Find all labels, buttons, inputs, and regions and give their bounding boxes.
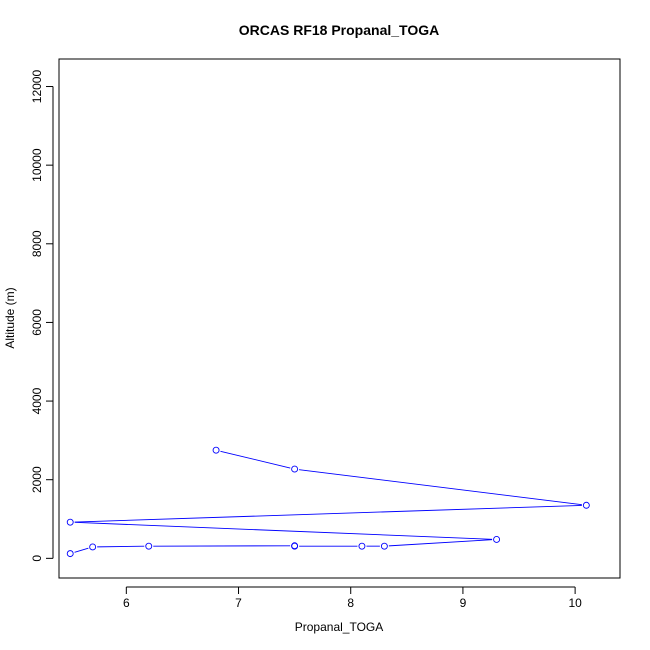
data-point [212,446,220,454]
data-point [493,536,501,543]
x-tick-label: 7 [235,596,242,610]
x-tick-label: 6 [123,596,130,610]
data-point [145,542,153,550]
data-point [66,550,74,558]
y-tick-label: 0 [30,555,44,562]
series-segment [388,539,493,547]
data-point [291,465,299,473]
data-point [582,501,590,509]
data-point [291,542,299,550]
data-point [358,542,366,550]
data-point [89,543,97,551]
plot-frame [58,58,621,579]
data-point [380,542,388,550]
series-segment [97,545,145,548]
y-tick-label: 8000 [30,230,44,257]
series-segment [299,469,582,506]
y-tick-label: 2000 [30,466,44,493]
y-axis-label: Altitude (m) [3,287,17,348]
y-tick-label: 6000 [30,309,44,336]
x-axis-label: Propanal_TOGA [295,620,384,634]
y-axis: 0 2000 4000 6000 8000 10000 12000 [30,70,54,562]
series-segment [74,521,493,540]
chart-title: ORCAS RF18 Propanal_TOGA [239,22,439,38]
series-segment [74,547,89,553]
x-tick-label: 10 [568,596,582,610]
series-segment [74,504,582,523]
y-tick-label: 4000 [30,387,44,414]
x-tick-label: 8 [347,596,354,610]
x-axis: 6 7 8 9 10 [123,586,582,610]
y-tick-label: 10000 [30,148,44,182]
y-tick-label: 12000 [30,70,44,104]
data-point [66,518,74,526]
x-tick-label: 9 [460,596,467,610]
series-segment [220,450,291,469]
series-layer [66,446,590,558]
